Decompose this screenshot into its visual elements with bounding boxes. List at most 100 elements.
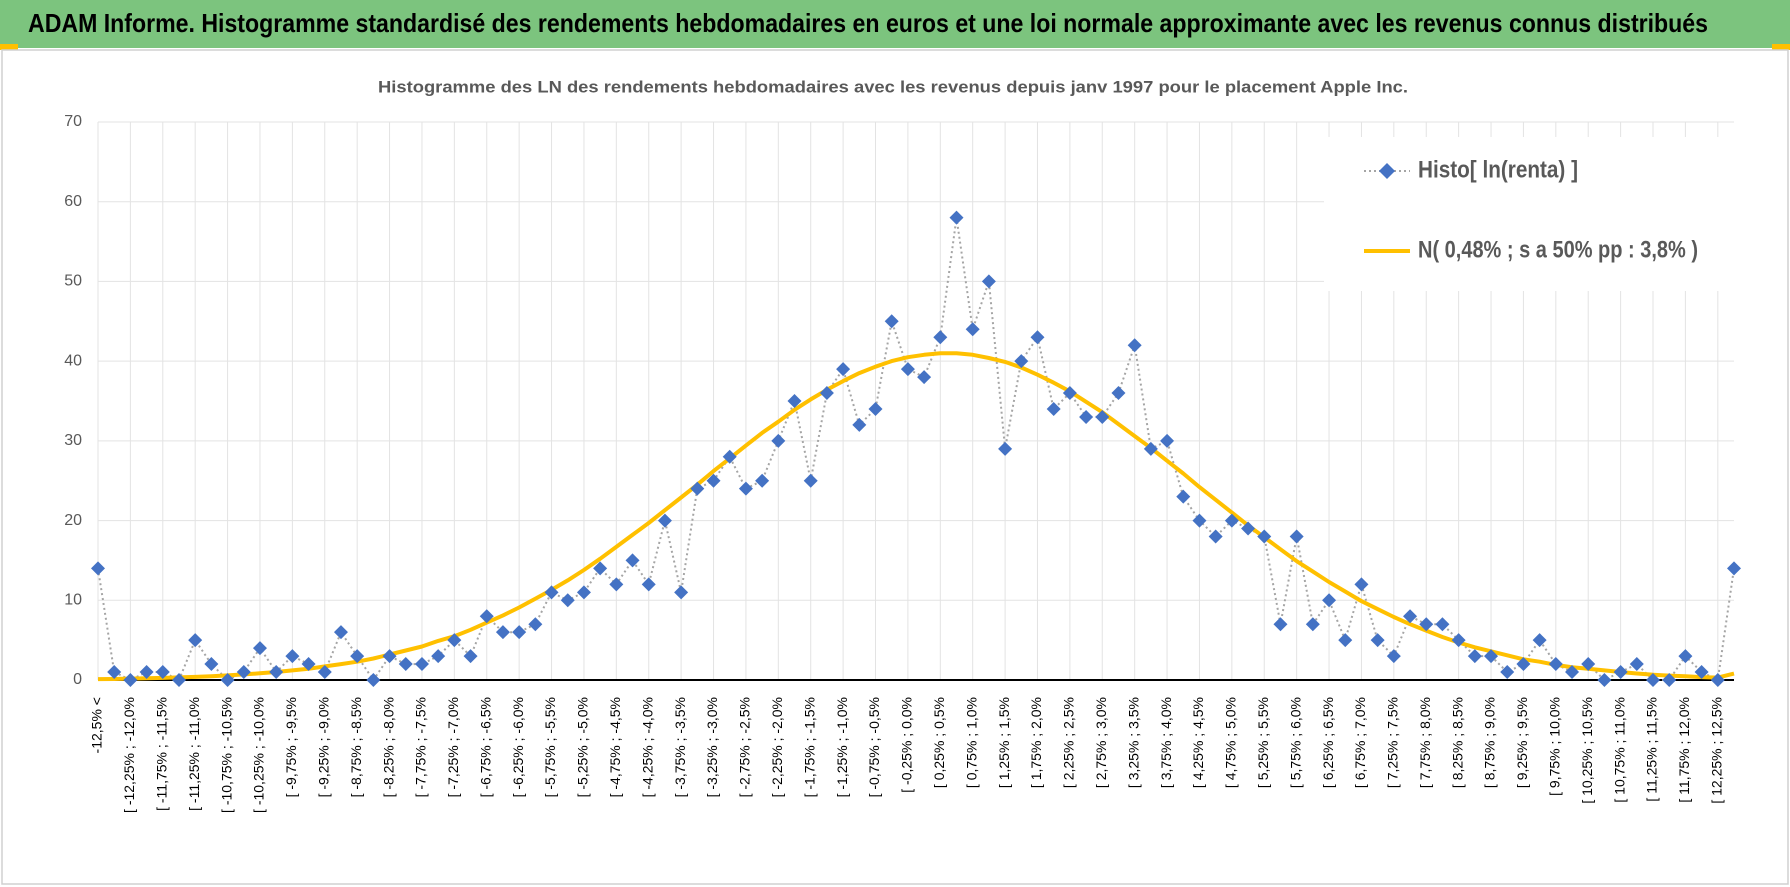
point [981, 274, 996, 289]
point [1030, 330, 1045, 345]
point [382, 649, 397, 664]
point [593, 561, 608, 576]
point [917, 370, 932, 385]
point [447, 633, 462, 648]
point [609, 577, 624, 592]
x-tick-label: [ 7,25% ; 7,5% [1385, 697, 1401, 788]
point [674, 585, 689, 600]
chart-title: Histogramme des LN des rendements hebdom… [378, 77, 1408, 96]
x-tick-label: [ 6,75% ; 7,0% [1352, 697, 1368, 788]
x-tick-label: [ 7,75% ; 8,0% [1417, 697, 1433, 788]
point [1565, 665, 1580, 680]
point [755, 473, 770, 488]
point [576, 585, 591, 600]
x-tick-label: -12,5% < [89, 697, 105, 753]
point [171, 673, 186, 687]
point [690, 481, 705, 496]
point [1143, 441, 1158, 456]
x-tick-label: [ -5,25% ; -5,0% [575, 697, 591, 797]
x-tick-label: [ -11,75% ; -11,5% [153, 697, 169, 811]
x-tick-label: [ 12,25% ; 12,5% [1709, 697, 1725, 804]
point [771, 433, 786, 448]
point [657, 513, 672, 528]
y-tick-label: 40 [64, 352, 82, 369]
point [1613, 665, 1628, 680]
x-tick-label: [ -3,25% ; -3,0% [704, 697, 720, 797]
point [317, 665, 332, 680]
point [965, 322, 980, 337]
legend-marker [1379, 163, 1395, 179]
x-tick-label: [ -2,75% ; -2,5% [737, 697, 753, 797]
point [868, 401, 883, 416]
point [1597, 673, 1612, 687]
point [285, 649, 300, 664]
point [1354, 577, 1369, 592]
point [1257, 529, 1272, 544]
point [1370, 633, 1385, 648]
point [414, 657, 429, 672]
point [1338, 633, 1353, 648]
point [852, 417, 867, 432]
x-tick-label: [ 2,75% ; 3,0% [1093, 697, 1109, 788]
point [819, 386, 834, 401]
point [333, 625, 348, 640]
point [722, 449, 737, 464]
x-tick-label: [ 3,25% ; 3,5% [1125, 697, 1141, 788]
point [1111, 386, 1126, 401]
x-tick-label: [ 1,75% ; 2,0% [1028, 697, 1044, 788]
x-tick-label: [ 10,25% ; 10,5% [1579, 697, 1595, 804]
point [528, 617, 543, 632]
point [1467, 649, 1482, 664]
x-tick-label: [ -11,25% ; -11,0% [186, 697, 202, 811]
plot [91, 210, 1741, 687]
grid: 0 10 20 30 40 50 60 70 -12,5% < [ -12,25% ; -12,0… [64, 113, 1734, 813]
point [1532, 633, 1547, 648]
header-bar [0, 0, 1790, 48]
point [1500, 665, 1515, 680]
point [236, 665, 251, 680]
point [1662, 673, 1677, 687]
x-tick-label: [ 5,75% ; 6,0% [1287, 697, 1303, 788]
y-tick-label: 60 [64, 193, 82, 210]
point [1419, 617, 1434, 632]
point [366, 673, 381, 687]
point [738, 481, 753, 496]
point [1208, 529, 1223, 544]
point [949, 210, 964, 225]
point [933, 330, 948, 345]
point [350, 649, 365, 664]
x-tick-label: [ 1,25% ; 1,5% [996, 697, 1012, 788]
point [301, 657, 316, 672]
header-accent [0, 44, 18, 50]
point [1127, 338, 1142, 353]
x-tick-label: [ -9,25% ; -9,0% [315, 697, 331, 797]
point [560, 593, 575, 608]
y-tick-label: 30 [64, 432, 82, 449]
point [1727, 561, 1741, 576]
point [706, 473, 721, 488]
point [512, 625, 527, 640]
x-tick-label: [ 11,75% ; 12,0% [1676, 697, 1692, 803]
point [1241, 521, 1256, 536]
y-tick-label: 70 [64, 113, 82, 130]
x-tick-label: [ -9,75% ; -9,5% [283, 697, 299, 797]
x-tick-label: [ 4,75% ; 5,0% [1223, 697, 1239, 788]
x-tick-label: [ 10,75% ; 11,0% [1611, 697, 1627, 803]
x-tick-label: [ 3,75% ; 4,0% [1158, 697, 1174, 788]
legend-box [1324, 137, 1734, 291]
y-tick-label: 20 [64, 512, 82, 529]
point [1581, 657, 1596, 672]
point [1435, 617, 1450, 632]
x-tick-label: [ -5,75% ; -5,5% [542, 697, 558, 797]
header-title: ADAM Informe. Histogramme standardisé de… [28, 8, 1708, 38]
point [1516, 657, 1531, 672]
x-tick-label: [ -8,75% ; -8,5% [348, 697, 364, 797]
x-tick-label: [ 9,25% ; 9,5% [1514, 697, 1530, 788]
y-tick-label: 10 [64, 592, 82, 609]
point [787, 394, 802, 408]
point [479, 609, 494, 624]
point [1484, 649, 1499, 664]
point [495, 625, 510, 640]
point [544, 585, 559, 600]
